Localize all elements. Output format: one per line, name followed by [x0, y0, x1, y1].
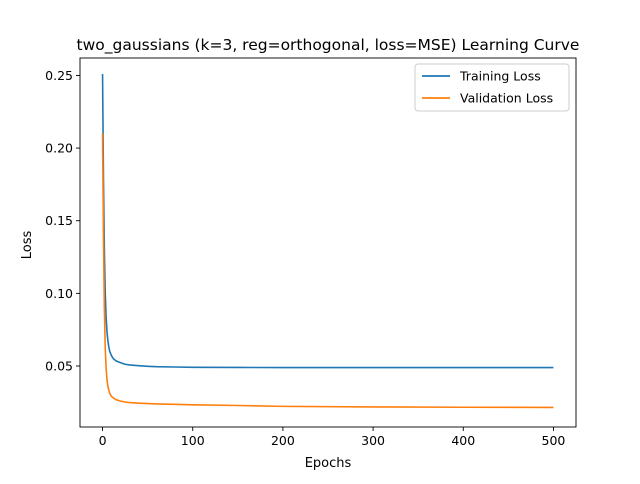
x-tick-label: 200 [271, 433, 295, 448]
legend-label-1: Training Loss [459, 69, 541, 84]
y-tick-label: 0.05 [45, 358, 73, 373]
series-layer [101, 73, 554, 409]
legend: Training Loss Validation Loss [414, 63, 570, 112]
series-line-1 [101, 73, 554, 369]
legend-box [414, 63, 570, 112]
y-tick-label: 0.15 [45, 213, 73, 228]
y-axis-label: Loss [20, 231, 35, 260]
x-tick-label: 300 [361, 433, 385, 448]
legend-label-2: Validation Loss [460, 91, 553, 106]
chart-title: two_gaussians (k=3, reg=orthogonal, loss… [77, 36, 580, 55]
y-tick-label: 0.25 [45, 68, 73, 83]
x-tick-label: 0 [99, 433, 107, 448]
axes-layer: 0 100 200 300 400 500 0.05 0.10 0.15 0.20 0.25 [45, 57, 577, 448]
series-line-2 [101, 133, 554, 409]
plot-frame [79, 57, 577, 428]
x-tick-label: 400 [451, 433, 475, 448]
y-tick-label: 0.10 [45, 286, 73, 301]
x-tick-label: 500 [542, 433, 566, 448]
x-tick-label: 100 [181, 433, 205, 448]
y-tick-label: 0.20 [45, 141, 73, 156]
x-axis-label: Epochs [305, 456, 352, 471]
